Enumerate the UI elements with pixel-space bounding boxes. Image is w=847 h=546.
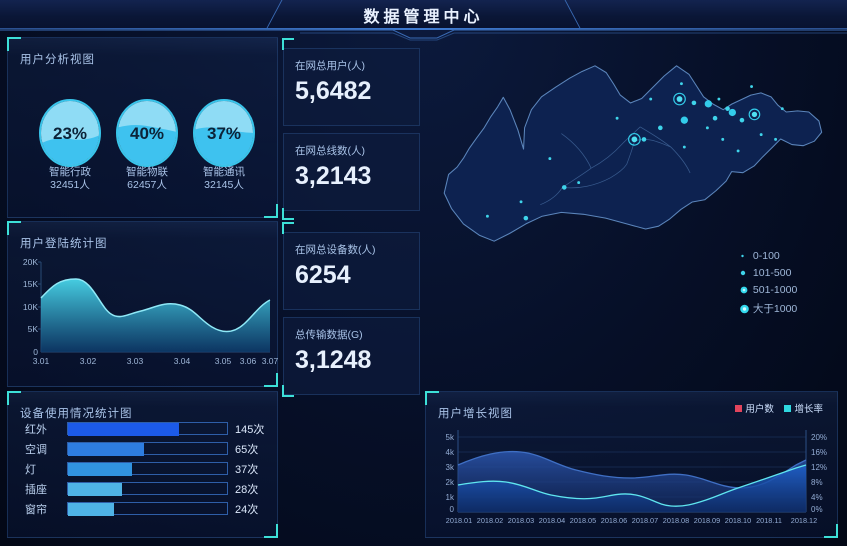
svg-text:2018.01: 2018.01 [446, 516, 472, 525]
svg-text:12%: 12% [811, 463, 827, 472]
svg-text:23%: 23% [53, 124, 87, 143]
svg-text:2018.05: 2018.05 [570, 516, 596, 525]
svg-text:5k: 5k [446, 433, 455, 442]
svg-text:3.04: 3.04 [174, 356, 191, 366]
svg-text:4%: 4% [811, 493, 823, 502]
svg-text:0%: 0% [811, 505, 823, 514]
svg-text:2018.12: 2018.12 [791, 516, 817, 525]
svg-text:37%: 37% [207, 124, 241, 143]
svg-text:0: 0 [450, 505, 455, 514]
svg-text:4k: 4k [446, 448, 455, 457]
svg-text:2018.09: 2018.09 [694, 516, 720, 525]
svg-text:3.02: 3.02 [80, 356, 97, 366]
svg-text:40%: 40% [130, 124, 164, 143]
svg-text:3.07: 3.07 [262, 356, 279, 366]
svg-text:3.01: 3.01 [33, 356, 50, 366]
svg-text:3.05: 3.05 [215, 356, 232, 366]
svg-text:5K: 5K [28, 324, 39, 334]
svg-text:2018.10: 2018.10 [725, 516, 751, 525]
svg-text:1k: 1k [446, 493, 455, 502]
svg-text:2k: 2k [446, 478, 455, 487]
svg-text:2018.02: 2018.02 [477, 516, 503, 525]
svg-text:2018.07: 2018.07 [632, 516, 658, 525]
svg-text:3.06: 3.06 [240, 356, 257, 366]
svg-text:2018.11: 2018.11 [756, 516, 782, 525]
svg-text:2018.03: 2018.03 [508, 516, 534, 525]
svg-text:8%: 8% [811, 478, 823, 487]
svg-text:16%: 16% [811, 448, 827, 457]
svg-text:3.03: 3.03 [127, 356, 144, 366]
svg-text:15K: 15K [23, 279, 38, 289]
svg-text:2018.06: 2018.06 [601, 516, 627, 525]
svg-text:2018.08: 2018.08 [663, 516, 689, 525]
svg-text:20K: 20K [23, 257, 38, 267]
svg-text:20%: 20% [811, 433, 827, 442]
svg-text:2018.04: 2018.04 [539, 516, 565, 525]
svg-text:3k: 3k [446, 463, 455, 472]
svg-text:10K: 10K [23, 302, 38, 312]
